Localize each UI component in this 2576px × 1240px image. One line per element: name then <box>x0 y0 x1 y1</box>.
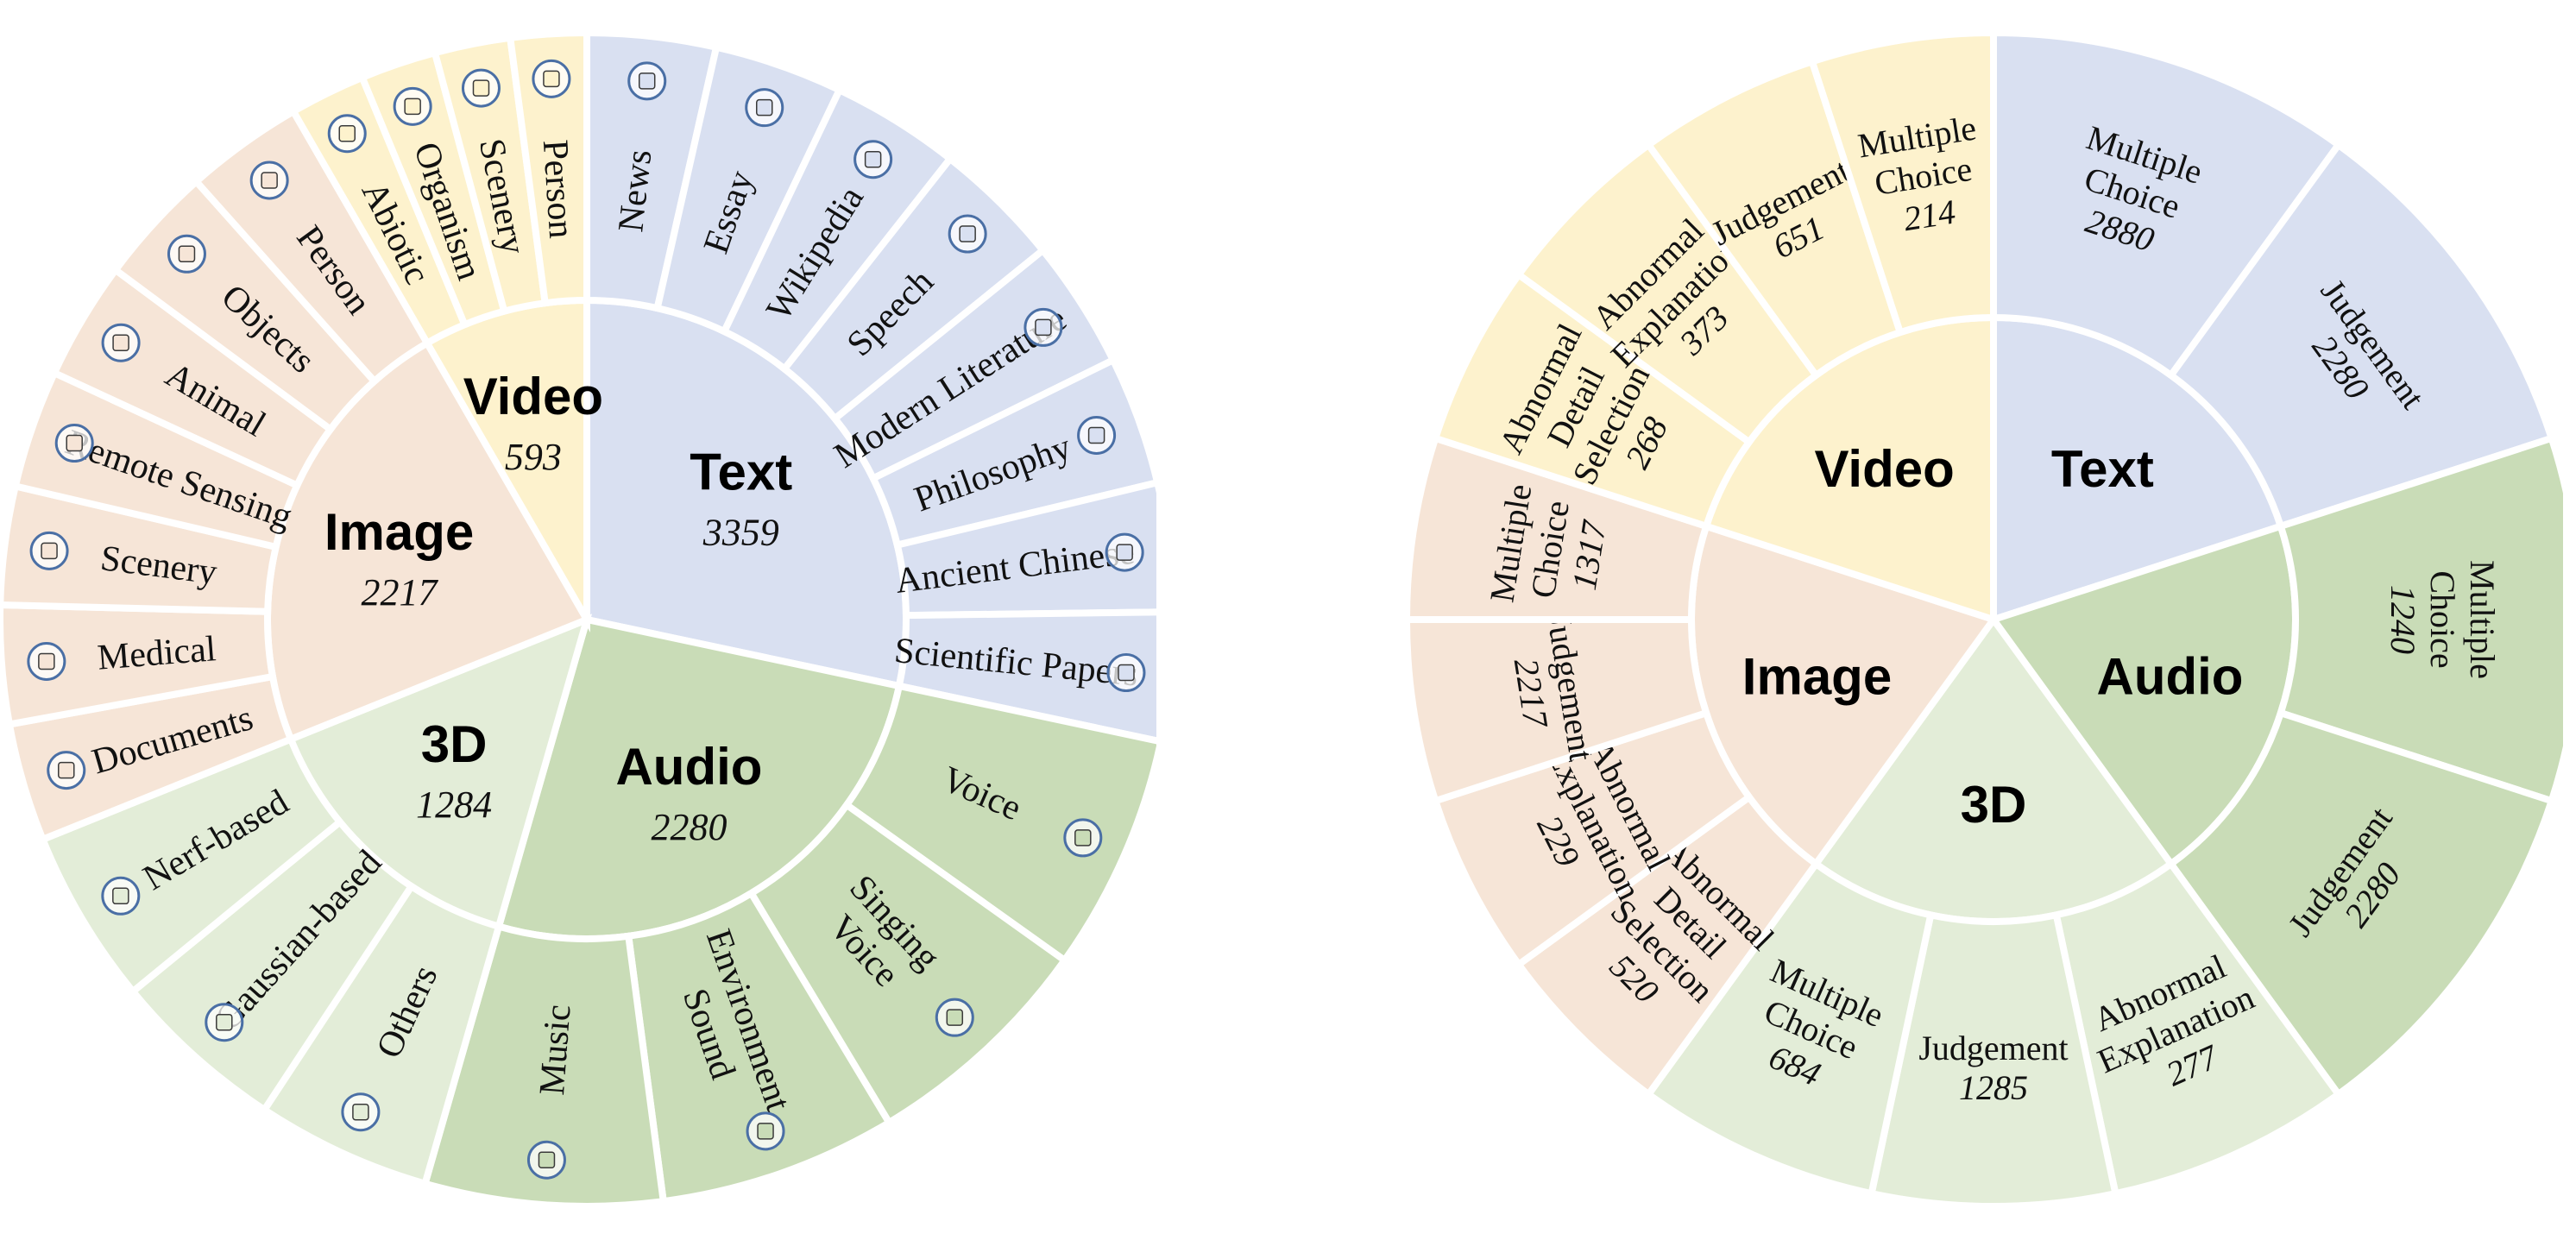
chair-icon <box>167 234 206 274</box>
tree-icon <box>746 1111 785 1151</box>
group-label-text: Text <box>2051 440 2154 498</box>
atom-icon <box>327 114 367 154</box>
music-note-icon <box>526 1140 566 1180</box>
dna-icon <box>393 86 432 126</box>
segment-image-objects: Objects <box>110 176 380 435</box>
group-label-image: Image <box>324 503 474 561</box>
headphones-icon <box>935 998 974 1037</box>
segment-video-person: Person <box>506 28 590 307</box>
right-sunburst-chart: TextMultipleChoice2880Judgement2280Audio… <box>1407 28 2563 1210</box>
book-icon <box>853 140 893 179</box>
gaussian-mesh-icon <box>205 1003 244 1042</box>
globe-icon <box>54 424 94 463</box>
group-label-video: Video <box>1814 440 1954 498</box>
segment-3d-others: Others <box>259 881 503 1188</box>
segment-label: MultipleChoice1240 <box>2384 560 2502 679</box>
segment-label: Music <box>532 1004 579 1097</box>
segment-3d-abnormal-explanation: AbnormalExplanation277 <box>2052 859 2344 1198</box>
group-value-image: 2217 <box>362 571 439 614</box>
segment-image-judgement: Judgement2217 <box>1407 610 1711 806</box>
ring-cell <box>1807 28 1997 337</box>
segment-audio-multiple-choice: MultipleChoice1240 <box>2276 433 2563 806</box>
ring-cell <box>1990 28 2344 381</box>
podium-icon <box>948 214 987 254</box>
voice-wave-icon <box>1063 818 1103 858</box>
segment-text-multiple-choice: MultipleChoice2880 <box>1990 28 2344 381</box>
microscope-icon <box>1106 653 1146 693</box>
landscape-icon <box>461 68 501 108</box>
ring-cell <box>2166 140 2556 531</box>
excavator-icon <box>101 876 141 916</box>
segment-value: 1240 <box>2384 585 2422 654</box>
segment-video-multiple-choice: MultipleChoice214 <box>1807 28 1997 337</box>
segment-audio-voice: Voice <box>841 682 1156 966</box>
bamboo-scroll-icon <box>1105 532 1144 572</box>
segment-audio-music: Music <box>420 922 668 1210</box>
segment-label: Medical <box>96 629 217 677</box>
segment-label: News <box>611 148 659 234</box>
group-label-audio: Audio <box>2097 647 2244 705</box>
segment-video-abnormal-detail-selection: AbnormalDetailSelection268 <box>1431 269 1754 531</box>
runner-icon <box>532 59 571 98</box>
group-value-text: 3359 <box>702 511 779 553</box>
mountain-icon <box>29 531 69 570</box>
segment-3d-nerf-based: Nerf-based <box>38 734 345 997</box>
ring-cell <box>2276 433 2563 806</box>
ring-cell <box>506 28 590 307</box>
segment-value: 1285 <box>1959 1068 2028 1107</box>
group-label-video: Video <box>463 368 603 425</box>
sector-image: ImageAbnormalDetailSelection520AbnormalE… <box>1407 433 2000 1099</box>
group-value-video: 593 <box>505 436 562 478</box>
sector-audio: Audio MultipleChoice1240 Judgement2280 <box>1987 433 2563 1099</box>
group-label-audio: Audio <box>615 738 762 796</box>
segment-value: 214 <box>1901 192 1958 238</box>
segment-3d-judgement: Judgement 1285 <box>1867 910 2120 1210</box>
literature-book-icon <box>1023 307 1063 347</box>
pencil-icon <box>745 88 784 128</box>
bookshelf-icon <box>1077 415 1117 455</box>
group-label-3d: 3D <box>1961 776 2027 834</box>
group-value-audio: 2280 <box>651 806 727 848</box>
sector-video: VideoAbnormalDetailSelection268AbnormalE… <box>1431 28 1997 625</box>
dog-icon <box>101 323 141 362</box>
group-label-image: Image <box>1742 647 1892 705</box>
ring-cell <box>1407 616 1711 806</box>
person-portrait-icon <box>249 161 289 200</box>
newspaper-icon <box>627 61 667 101</box>
group-value-3d: 1284 <box>416 784 492 826</box>
group-label-3d: 3D <box>421 715 488 773</box>
segment-image-documents: Documents <box>5 672 296 844</box>
segment-label: Person <box>535 139 581 240</box>
segment-text-scientific-papers: Scientific Papers <box>892 608 1156 745</box>
segment-audio-judgement: Judgement2280 <box>2166 708 2556 1099</box>
segment-image-multiple-choice: MultipleChoice1317 <box>1407 433 1711 623</box>
ring-cell <box>2166 708 2556 1099</box>
group-label-text: Text <box>690 443 792 500</box>
segment-audio-environment-sound: EnvironmentSound <box>624 888 894 1205</box>
segment-label: Judgement 1285 <box>1918 1029 2068 1107</box>
document-icon <box>47 751 86 790</box>
medical-icon <box>27 641 66 681</box>
blocks-icon <box>341 1092 381 1132</box>
segment-text-judgement: Judgement2280 <box>2166 140 2556 531</box>
